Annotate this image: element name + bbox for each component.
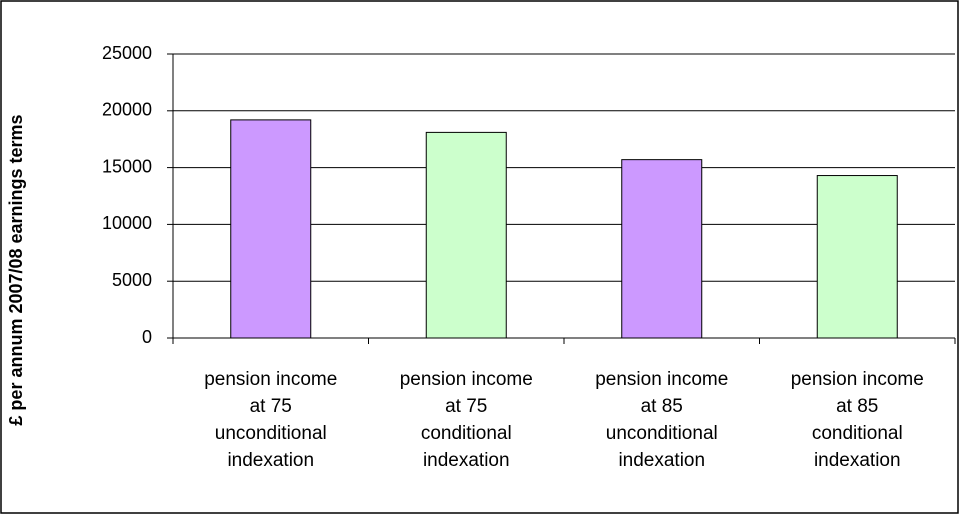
bar <box>621 159 703 339</box>
bar <box>230 119 312 339</box>
y-axis-label: £ per annum 2007/08 earnings terms <box>6 114 26 425</box>
y-tick-label: 15000 <box>102 156 152 176</box>
x-tick-label: pension income at 85 conditional indexat… <box>790 369 924 471</box>
y-tick-label: 25000 <box>102 43 152 63</box>
bar <box>816 175 898 339</box>
x-tick-label: pension income at 75 unconditional index… <box>204 369 338 471</box>
y-tick-label: 0 <box>142 327 152 347</box>
x-tick-label: pension income at 85 unconditional index… <box>595 369 729 471</box>
y-tick-label: 20000 <box>102 100 152 120</box>
x-tick-label: pension income at 75 conditional indexat… <box>399 369 533 471</box>
y-tick-label: 10000 <box>102 213 152 233</box>
bar <box>425 131 507 339</box>
y-tick-label: 5000 <box>112 270 152 290</box>
